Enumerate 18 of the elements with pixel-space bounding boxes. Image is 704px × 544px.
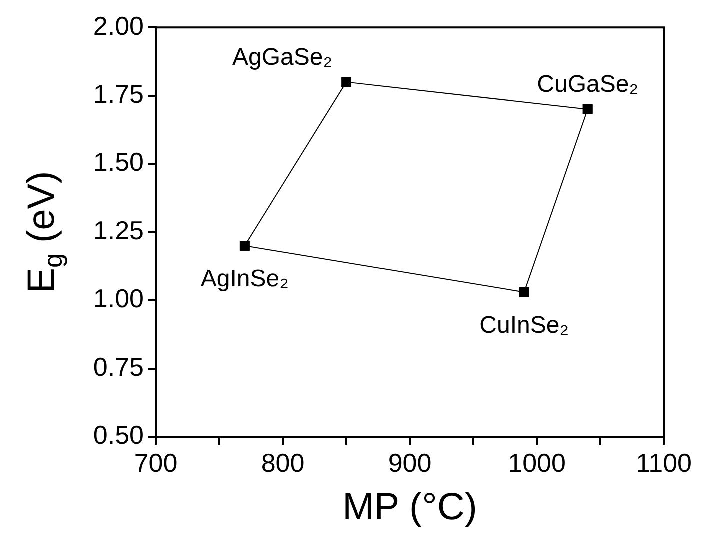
annotation: AgInSe₂ — [200, 266, 289, 293]
x-axis-title: MP (°C) — [342, 486, 478, 529]
y-tick-label: 0.75 — [93, 352, 144, 382]
x-tick-label: 1100 — [636, 448, 692, 478]
x-tick-label: 700 — [134, 448, 178, 478]
annotation: CuInSe₂ — [480, 312, 570, 339]
annotation: CuGaSe₂ — [537, 71, 639, 98]
y-tick-label: 1.00 — [93, 284, 144, 314]
y-tick-label: 1.50 — [93, 147, 144, 178]
annotation: AgGaSe₂ — [232, 44, 333, 71]
y-tick-label: 2.00 — [93, 10, 144, 41]
y-tick-label: 1.25 — [93, 215, 144, 246]
x-tick-label: 900 — [388, 448, 432, 478]
y-axis-title: Eg (eV) — [21, 171, 68, 294]
x-tick-label: 800 — [261, 448, 305, 478]
y-tick-label: 1.75 — [93, 79, 144, 110]
y-tick-label: 0.50 — [93, 420, 144, 450]
x-tick-label: 1000 — [508, 448, 566, 478]
